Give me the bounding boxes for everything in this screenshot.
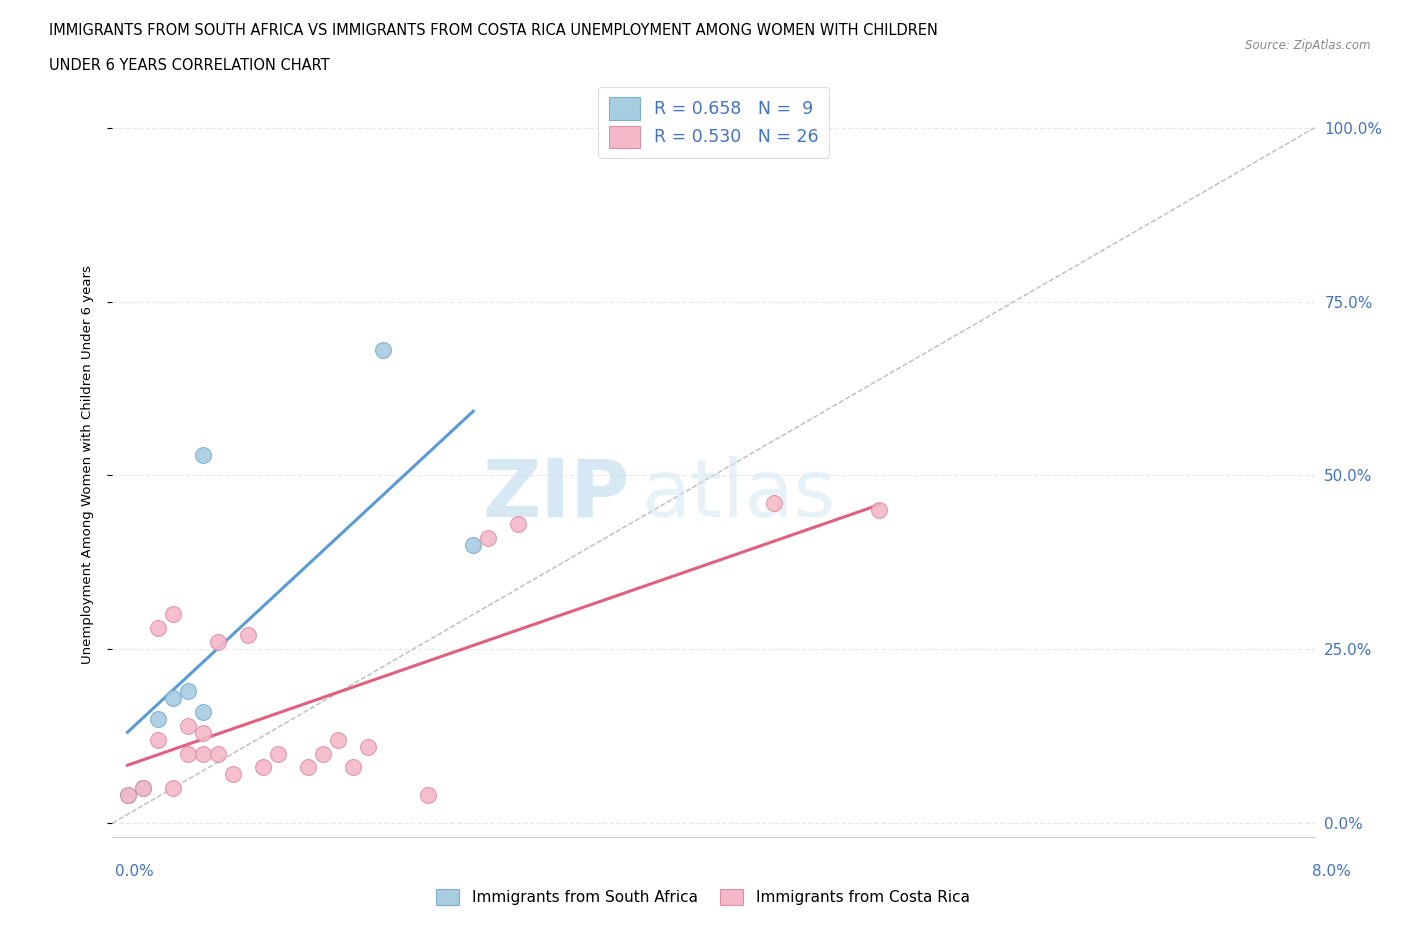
Point — [162, 607, 184, 622]
Point — [146, 732, 169, 747]
Point — [117, 788, 139, 803]
Text: IMMIGRANTS FROM SOUTH AFRICA VS IMMIGRANTS FROM COSTA RICA UNEMPLOYMENT AMONG WO: IMMIGRANTS FROM SOUTH AFRICA VS IMMIGRAN… — [49, 23, 938, 38]
Point — [162, 781, 184, 796]
Point — [176, 746, 198, 761]
Point — [222, 767, 245, 782]
Legend: R = 0.658   N =  9, R = 0.530   N = 26: R = 0.658 N = 9, R = 0.530 N = 26 — [598, 86, 830, 158]
Point — [131, 781, 153, 796]
Point — [162, 690, 184, 705]
Legend: Immigrants from South Africa, Immigrants from Costa Rica: Immigrants from South Africa, Immigrants… — [430, 883, 976, 911]
Text: 8.0%: 8.0% — [1312, 864, 1351, 879]
Point — [117, 788, 139, 803]
Point — [326, 732, 349, 747]
Point — [146, 621, 169, 636]
Point — [191, 704, 214, 719]
Point — [191, 447, 214, 462]
Text: Source: ZipAtlas.com: Source: ZipAtlas.com — [1246, 39, 1371, 52]
Point — [207, 746, 229, 761]
Point — [868, 503, 890, 518]
Point — [297, 760, 319, 775]
Point — [267, 746, 290, 761]
Point — [371, 343, 394, 358]
Point — [236, 628, 259, 643]
Point — [762, 496, 785, 511]
Point — [461, 538, 484, 552]
Point — [477, 531, 499, 546]
Point — [357, 739, 380, 754]
Point — [312, 746, 335, 761]
Text: ZIP: ZIP — [482, 456, 630, 534]
Point — [508, 517, 530, 532]
Point — [131, 781, 153, 796]
Point — [416, 788, 439, 803]
Point — [207, 635, 229, 650]
Point — [191, 746, 214, 761]
Y-axis label: Unemployment Among Women with Children Under 6 years: Unemployment Among Women with Children U… — [82, 266, 94, 664]
Point — [342, 760, 364, 775]
Text: UNDER 6 YEARS CORRELATION CHART: UNDER 6 YEARS CORRELATION CHART — [49, 58, 330, 73]
Point — [252, 760, 274, 775]
Point — [146, 711, 169, 726]
Point — [176, 684, 198, 698]
Point — [176, 718, 198, 733]
Text: 0.0%: 0.0% — [115, 864, 155, 879]
Text: atlas: atlas — [641, 456, 835, 534]
Point — [191, 725, 214, 740]
